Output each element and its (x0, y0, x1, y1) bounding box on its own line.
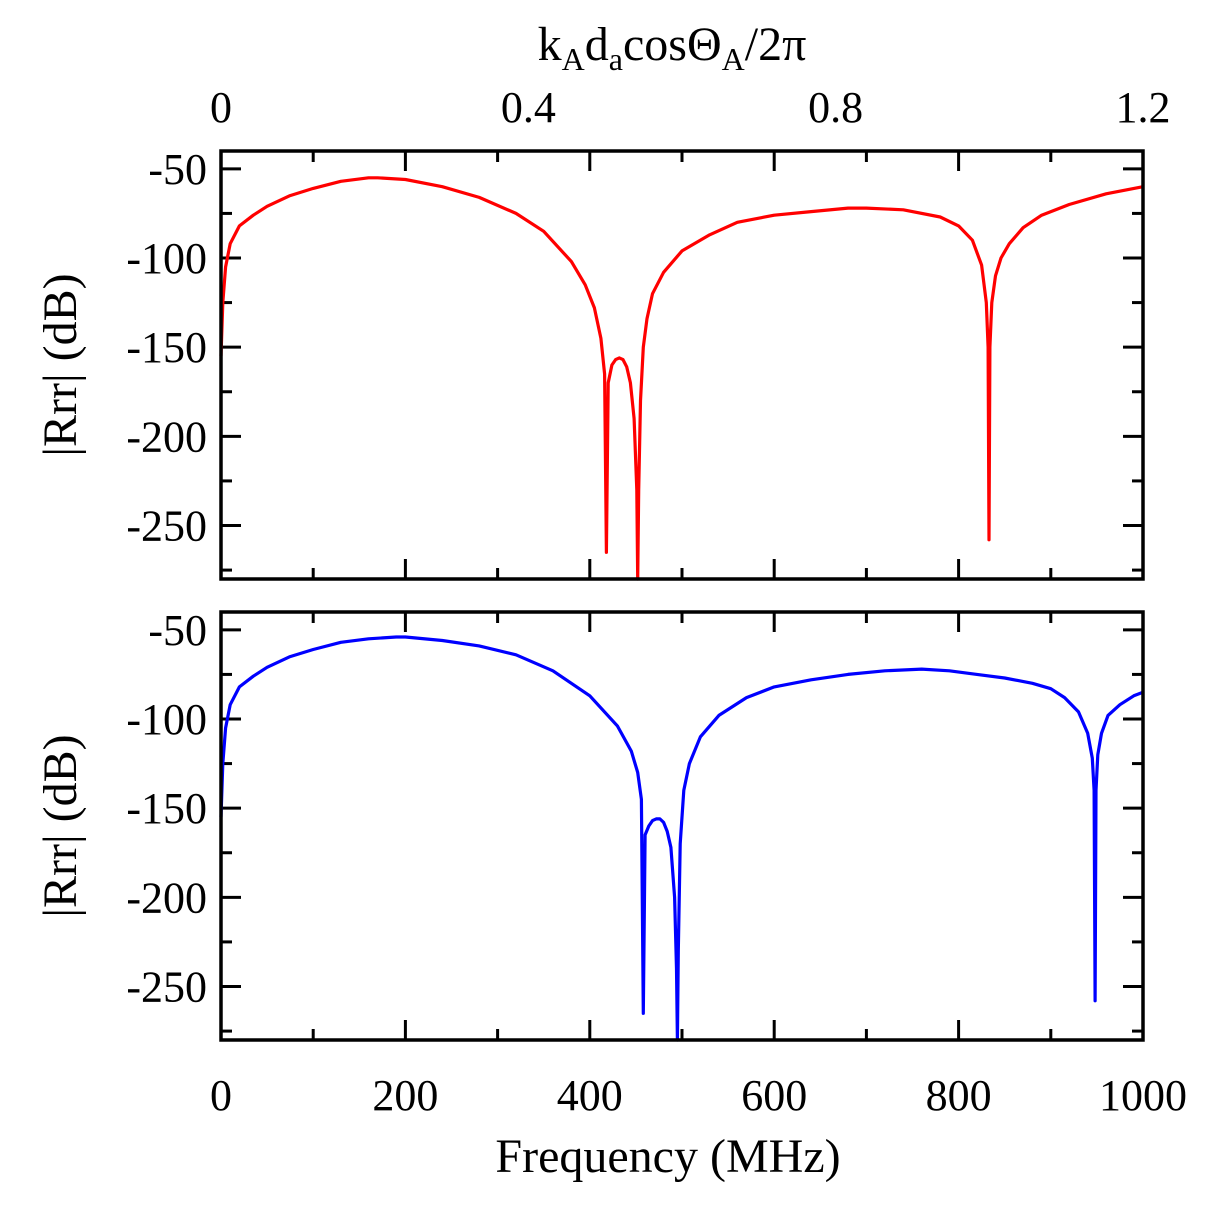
bottom-panel-y-tick-labels: -50 -100 -150 -200 -250 (126, 606, 207, 1012)
y-tick-label: -150 (126, 784, 207, 833)
bottom-series-line (219, 635, 1144, 1042)
bottom-panel-frame (219, 610, 1145, 1042)
top-x-axis-label: kAdacosΘA/2π (538, 18, 807, 77)
bottom-panel: -50 -100 -150 -200 -250 0 200 400 600 800 1000 |R… (34, 606, 1187, 1183)
y-tick-label: -200 (126, 873, 207, 922)
x-tick-label: 600 (741, 1071, 807, 1120)
y-tick-label: -100 (126, 695, 207, 744)
top-panel-y-axis-label: |Rrr| (dB) (34, 273, 87, 456)
top-panel: -50 -100 -150 -200 -250 0 0.4 0.8 1.2 |Rrr| (dB… (34, 18, 1171, 581)
top-panel-ticks (219, 151, 1145, 579)
y-tick-label: -100 (126, 234, 207, 283)
y-tick-label: -200 (126, 412, 207, 461)
top-panel-frame (219, 149, 1145, 581)
x-axis-label: Frequency (MHz) (495, 1130, 840, 1183)
x-tick-label: 200 (372, 1071, 438, 1120)
top-panel-y-tick-labels: -50 -100 -150 -200 -250 (126, 145, 207, 551)
bottom-panel-y-axis-label: |Rrr| (dB) (34, 734, 87, 917)
y-tick-label: -50 (148, 145, 207, 194)
y-tick-label: -250 (126, 502, 207, 551)
top-series-line (219, 176, 1144, 581)
x-tick-label: 800 (926, 1071, 992, 1120)
x-tick-label: 0 (210, 1071, 232, 1120)
top-x-tick-labels: 0 0.4 0.8 1.2 (210, 83, 1171, 132)
y-tick-label: -50 (148, 606, 207, 655)
x-tick-label: 1000 (1099, 1071, 1187, 1120)
top-x-tick-label: 1.2 (1116, 83, 1171, 132)
bottom-x-tick-labels: 0 200 400 600 800 1000 (210, 1071, 1187, 1120)
top-x-tick-label: 0 (210, 83, 232, 132)
x-tick-label: 400 (557, 1071, 623, 1120)
y-tick-label: -150 (126, 323, 207, 372)
y-tick-label: -250 (126, 963, 207, 1012)
top-x-tick-label: 0.8 (808, 83, 863, 132)
top-x-tick-label: 0.4 (501, 83, 556, 132)
